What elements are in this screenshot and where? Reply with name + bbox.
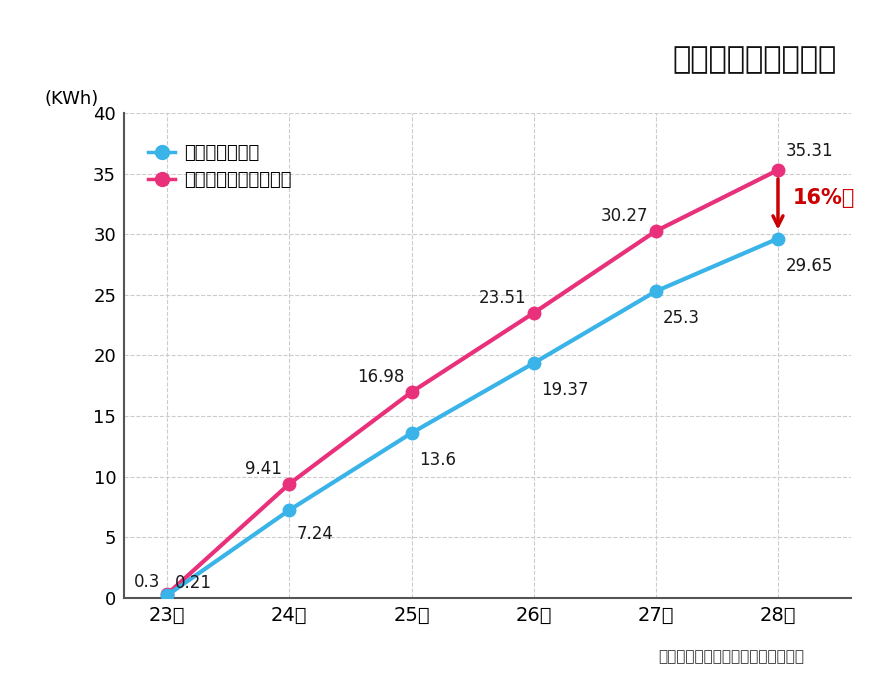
Text: 30.27: 30.27 — [601, 207, 649, 225]
Text: 35.31: 35.31 — [786, 142, 833, 160]
Text: 実建物での実験結果: 実建物での実験結果 — [672, 46, 836, 74]
Text: 9.41: 9.41 — [246, 460, 282, 478]
Text: 23.51: 23.51 — [479, 289, 526, 307]
Text: 16.98: 16.98 — [357, 368, 404, 386]
Text: 19.37: 19.37 — [541, 381, 588, 399]
Text: 0.21: 0.21 — [175, 573, 212, 592]
Text: 25.3: 25.3 — [663, 309, 700, 328]
Text: 0.3: 0.3 — [134, 573, 160, 590]
Text: (KWh): (KWh) — [45, 91, 99, 108]
Text: 29.65: 29.65 — [786, 257, 833, 274]
Legend: しっくいの部屋, ビニールクロスの部屋: しっくいの部屋, ビニールクロスの部屋 — [141, 137, 299, 196]
Text: 13.6: 13.6 — [419, 452, 456, 469]
Text: 7.24: 7.24 — [296, 524, 334, 543]
Text: 出典：株式会社無添加住宅「漆喰」: 出典：株式会社無添加住宅「漆喰」 — [658, 649, 804, 664]
Text: 16%減: 16%減 — [793, 188, 855, 208]
